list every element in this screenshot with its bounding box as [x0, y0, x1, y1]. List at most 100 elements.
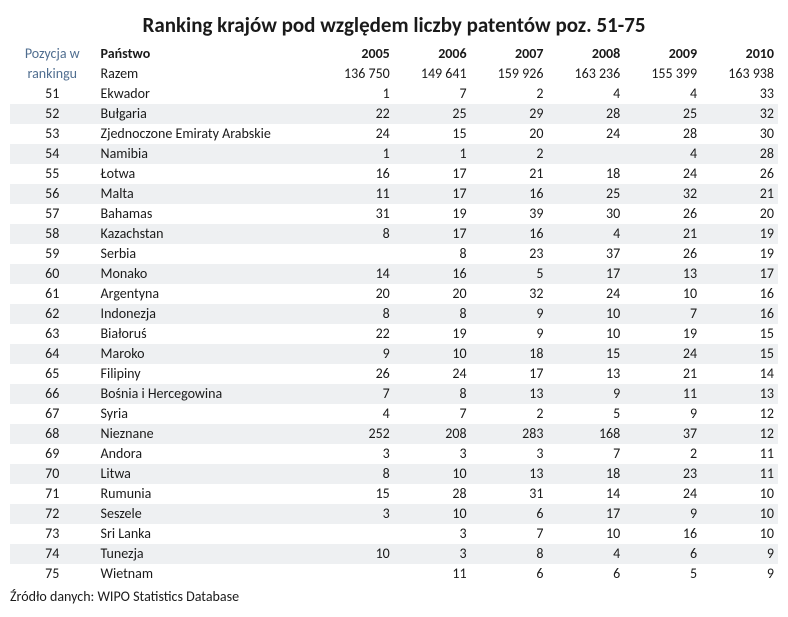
cell-value: 10	[701, 484, 778, 504]
table-row: 70Litwa81013182311	[10, 464, 778, 484]
cell-value: 13	[471, 464, 548, 484]
cell-value: 5	[471, 264, 548, 284]
table-row: 61Argentyna202032241016	[10, 284, 778, 304]
cell-value: 17	[701, 264, 778, 284]
cell-value: 4	[624, 144, 701, 164]
cell-value: 17	[394, 224, 471, 244]
cell-value: 14	[547, 484, 624, 504]
cell-value: 11	[394, 564, 471, 584]
cell-value: 4	[547, 544, 624, 564]
cell-value: 7	[624, 304, 701, 324]
cell-value: 3	[394, 544, 471, 564]
table-row: 52Bułgaria222529282532	[10, 104, 778, 124]
cell-rank: 53	[10, 124, 95, 144]
cell-value: 28	[547, 104, 624, 124]
cell-value: 32	[701, 104, 778, 124]
cell-country: Sri Lanka	[95, 524, 317, 544]
cell-value: 17	[471, 364, 548, 384]
cell-value: 1	[394, 144, 471, 164]
total-label: Razem	[95, 64, 317, 84]
cell-value: 10	[547, 304, 624, 324]
cell-value: 7	[394, 84, 471, 104]
cell-value: 19	[701, 224, 778, 244]
cell-value: 6	[547, 564, 624, 584]
cell-country: Seszele	[95, 504, 317, 524]
cell-value: 29	[471, 104, 548, 124]
cell-country: Andora	[95, 444, 317, 464]
cell-value: 8	[394, 304, 471, 324]
cell-value: 13	[701, 384, 778, 404]
cell-value: 283	[471, 424, 548, 444]
cell-value: 10	[394, 464, 471, 484]
cell-value: 24	[624, 164, 701, 184]
cell-value: 33	[701, 84, 778, 104]
cell-country: Białoruś	[95, 324, 317, 344]
table-row: 64Maroko91018152415	[10, 344, 778, 364]
cell-value: 8	[394, 244, 471, 264]
cell-value: 8	[317, 224, 394, 244]
cell-value: 25	[624, 104, 701, 124]
cell-value: 2	[624, 444, 701, 464]
cell-value: 14	[701, 364, 778, 384]
cell-country: Namibia	[95, 144, 317, 164]
table-row: 66Bośnia i Hercegowina781391113	[10, 384, 778, 404]
cell-value: 7	[394, 404, 471, 424]
cell-rank: 64	[10, 344, 95, 364]
cell-value: 30	[701, 124, 778, 144]
cell-value: 3	[471, 444, 548, 464]
cell-value: 25	[547, 184, 624, 204]
cell-value: 3	[317, 504, 394, 524]
cell-value: 16	[317, 164, 394, 184]
table-row: 74Tunezja1038469	[10, 544, 778, 564]
cell-value: 26	[701, 164, 778, 184]
cell-value: 17	[394, 164, 471, 184]
source-note: Źródło danych: WIPO Statistics Database	[10, 588, 778, 605]
cell-value: 7	[471, 524, 548, 544]
cell-country: Litwa	[95, 464, 317, 484]
cell-value: 19	[701, 244, 778, 264]
cell-country: Syria	[95, 404, 317, 424]
cell-value: 20	[394, 284, 471, 304]
table-row: 51Ekwador1724433	[10, 84, 778, 104]
cell-rank: 55	[10, 164, 95, 184]
cell-value: 21	[701, 184, 778, 204]
cell-rank: 73	[10, 524, 95, 544]
cell-rank: 54	[10, 144, 95, 164]
cell-value: 23	[471, 244, 548, 264]
cell-rank: 51	[10, 84, 95, 104]
cell-value: 16	[701, 284, 778, 304]
table-row: 65Filipiny262417132114	[10, 364, 778, 384]
table-row: 62Indonezja88910716	[10, 304, 778, 324]
table-row: 63Białoruś22199101915	[10, 324, 778, 344]
total-2005: 136 750	[317, 64, 394, 84]
cell-value: 21	[624, 224, 701, 244]
cell-value: 22	[317, 324, 394, 344]
cell-rank: 57	[10, 204, 95, 224]
cell-rank: 68	[10, 424, 95, 444]
header-year-2007: 2007	[471, 44, 548, 64]
cell-value: 208	[394, 424, 471, 444]
cell-value: 37	[547, 244, 624, 264]
cell-value: 10	[701, 504, 778, 524]
cell-country: Filipiny	[95, 364, 317, 384]
cell-value: 16	[471, 224, 548, 244]
cell-value: 4	[547, 224, 624, 244]
cell-value: 9	[471, 304, 548, 324]
cell-value: 8	[394, 384, 471, 404]
cell-value: 2	[471, 144, 548, 164]
header-year-2006: 2006	[394, 44, 471, 64]
cell-value: 8	[471, 544, 548, 564]
cell-value: 6	[624, 544, 701, 564]
cell-value: 2	[471, 404, 548, 424]
cell-value: 23	[624, 464, 701, 484]
table-row: 54Namibia112428	[10, 144, 778, 164]
cell-value: 9	[624, 504, 701, 524]
cell-value: 6	[471, 504, 548, 524]
cell-value: 17	[547, 504, 624, 524]
cell-country: Monako	[95, 264, 317, 284]
cell-value: 1	[317, 84, 394, 104]
cell-country: Bośnia i Hercegowina	[95, 384, 317, 404]
cell-value: 37	[624, 424, 701, 444]
cell-value: 10	[701, 524, 778, 544]
cell-value: 21	[471, 164, 548, 184]
